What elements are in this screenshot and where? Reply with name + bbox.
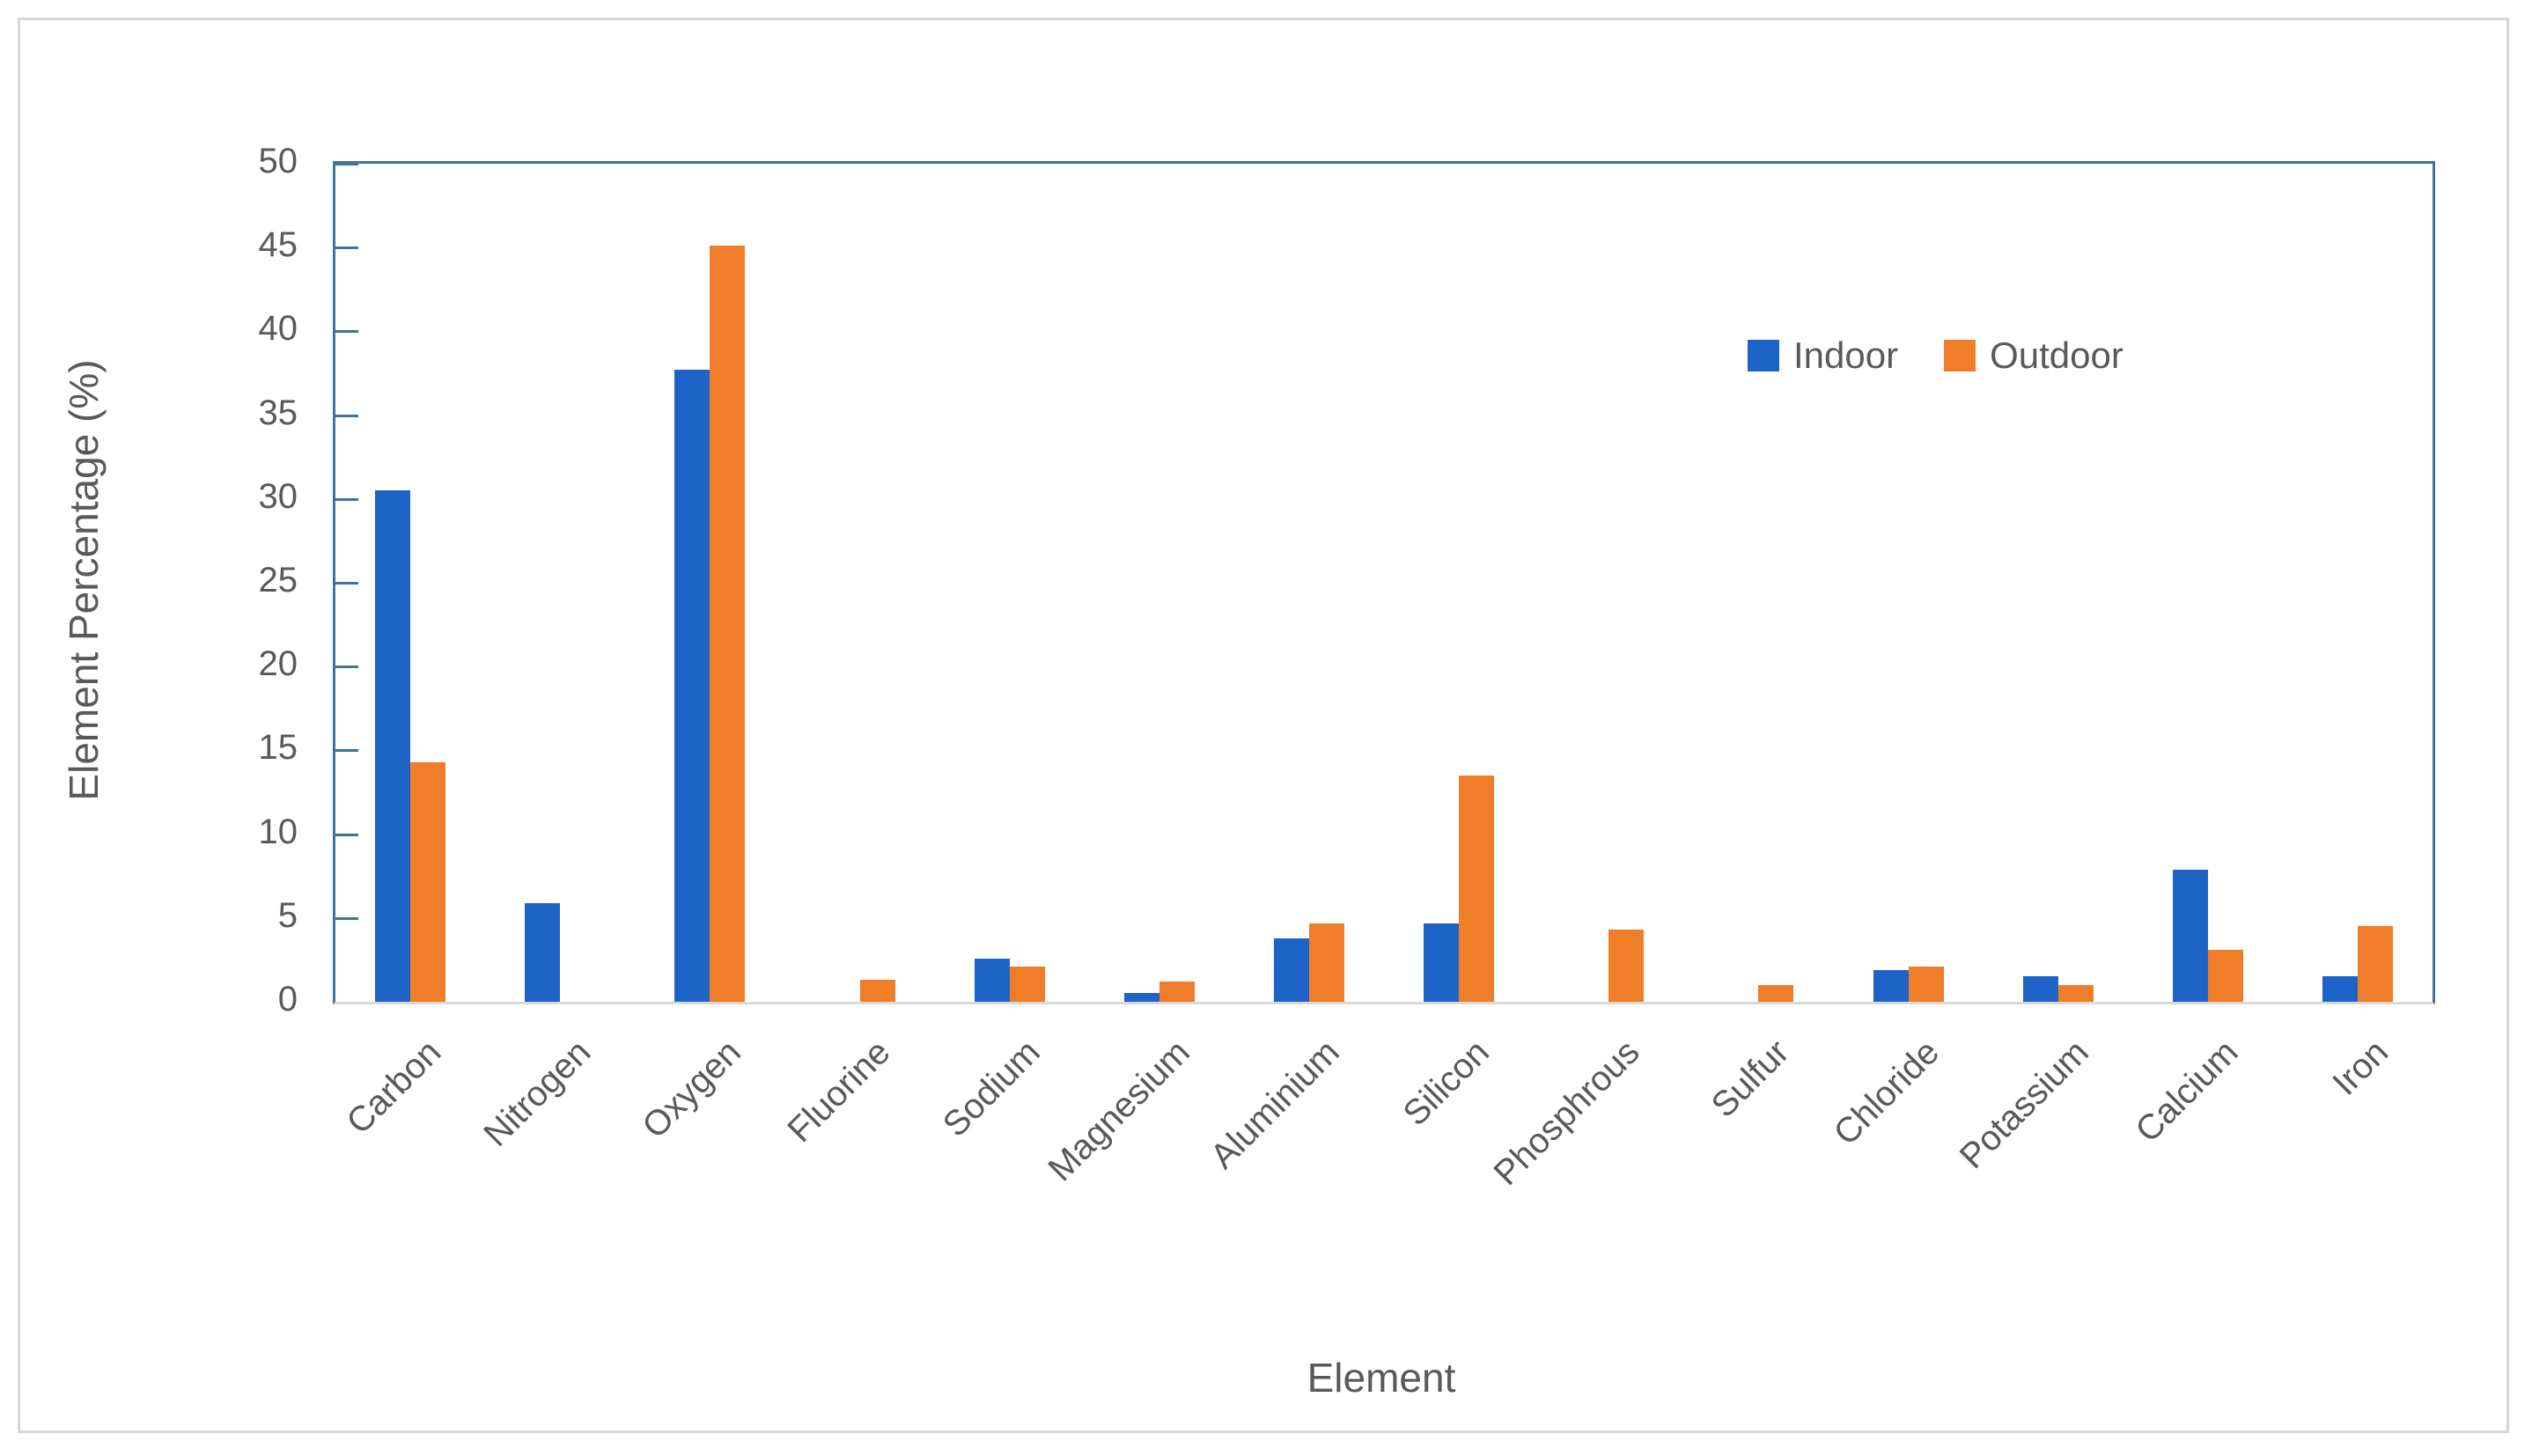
bar-indoor-oxygen (674, 370, 710, 1002)
bar-indoor-aluminium (1273, 938, 1309, 1002)
y-axis-title: Element Percentage (%) (61, 359, 107, 801)
bar-indoor-magnesium (1123, 993, 1159, 1002)
bar-indoor-sodium (974, 958, 1010, 1002)
y-tick-label-20: 20 (258, 644, 298, 684)
bar-outdoor-potassium (2057, 984, 2094, 1002)
bar-outdoor-silicon (1459, 775, 1495, 1002)
bar-outdoor-calcium (2207, 949, 2243, 1002)
bar-indoor-carbon (375, 490, 411, 1002)
y-tick-5 (335, 916, 358, 920)
y-tick-label-30: 30 (258, 476, 298, 516)
bar-outdoor-sulfur (1758, 984, 1794, 1002)
bar-indoor-chloride (1873, 969, 1909, 1002)
y-tick-label-15: 15 (258, 728, 298, 768)
y-tick-50 (335, 163, 358, 165)
y-tick-label-10: 10 (258, 812, 298, 851)
y-tick-45 (335, 246, 358, 250)
bar-indoor-potassium (2022, 976, 2058, 1002)
bar-outdoor-oxygen (710, 246, 746, 1002)
y-tick-label-50: 50 (258, 142, 298, 180)
legend-item-outdoor: Outdoor (1944, 335, 2123, 377)
bar-outdoor-fluorine (859, 980, 895, 1002)
y-tick-40 (335, 330, 358, 334)
bar-outdoor-sodium (1009, 967, 1045, 1002)
bar-outdoor-magnesium (1159, 982, 1195, 1002)
y-tick-25 (335, 582, 358, 585)
legend-label-indoor: Indoor (1793, 335, 1899, 376)
legend-item-indoor: Indoor (1748, 335, 1898, 377)
bar-outdoor-phosphrous (1608, 930, 1645, 1002)
plot-area (333, 161, 2435, 1004)
bar-outdoor-aluminium (1308, 923, 1344, 1002)
y-tick-30 (335, 497, 358, 501)
y-tick-35 (335, 414, 358, 417)
bar-outdoor-iron (2357, 926, 2393, 1002)
figure-border (18, 18, 2509, 1433)
legend: Indoor Outdoor (1748, 335, 2123, 377)
bar-outdoor-carbon (410, 761, 446, 1002)
bar-indoor-nitrogen (525, 902, 561, 1002)
bar-outdoor-chloride (1908, 967, 1944, 1002)
y-tick-20 (335, 665, 358, 669)
y-tick-label-45: 45 (258, 225, 298, 265)
y-tick-label-5: 5 (277, 895, 298, 935)
outdoor-swatch-icon (1944, 340, 1976, 371)
y-tick-label-25: 25 (258, 561, 298, 599)
bar-indoor-calcium (2172, 869, 2208, 1002)
bar-indoor-silicon (1424, 923, 1460, 1002)
legend-label-outdoor: Outdoor (1990, 335, 2123, 376)
y-tick-label-40: 40 (258, 309, 298, 349)
y-tick-15 (335, 749, 358, 753)
y-tick-label-35: 35 (258, 393, 298, 432)
indoor-swatch-icon (1748, 340, 1779, 371)
bar-indoor-iron (2322, 976, 2358, 1002)
y-tick-label-0: 0 (277, 980, 298, 1018)
x-axis-title: Element (1306, 1355, 1456, 1401)
y-tick-10 (335, 833, 358, 836)
